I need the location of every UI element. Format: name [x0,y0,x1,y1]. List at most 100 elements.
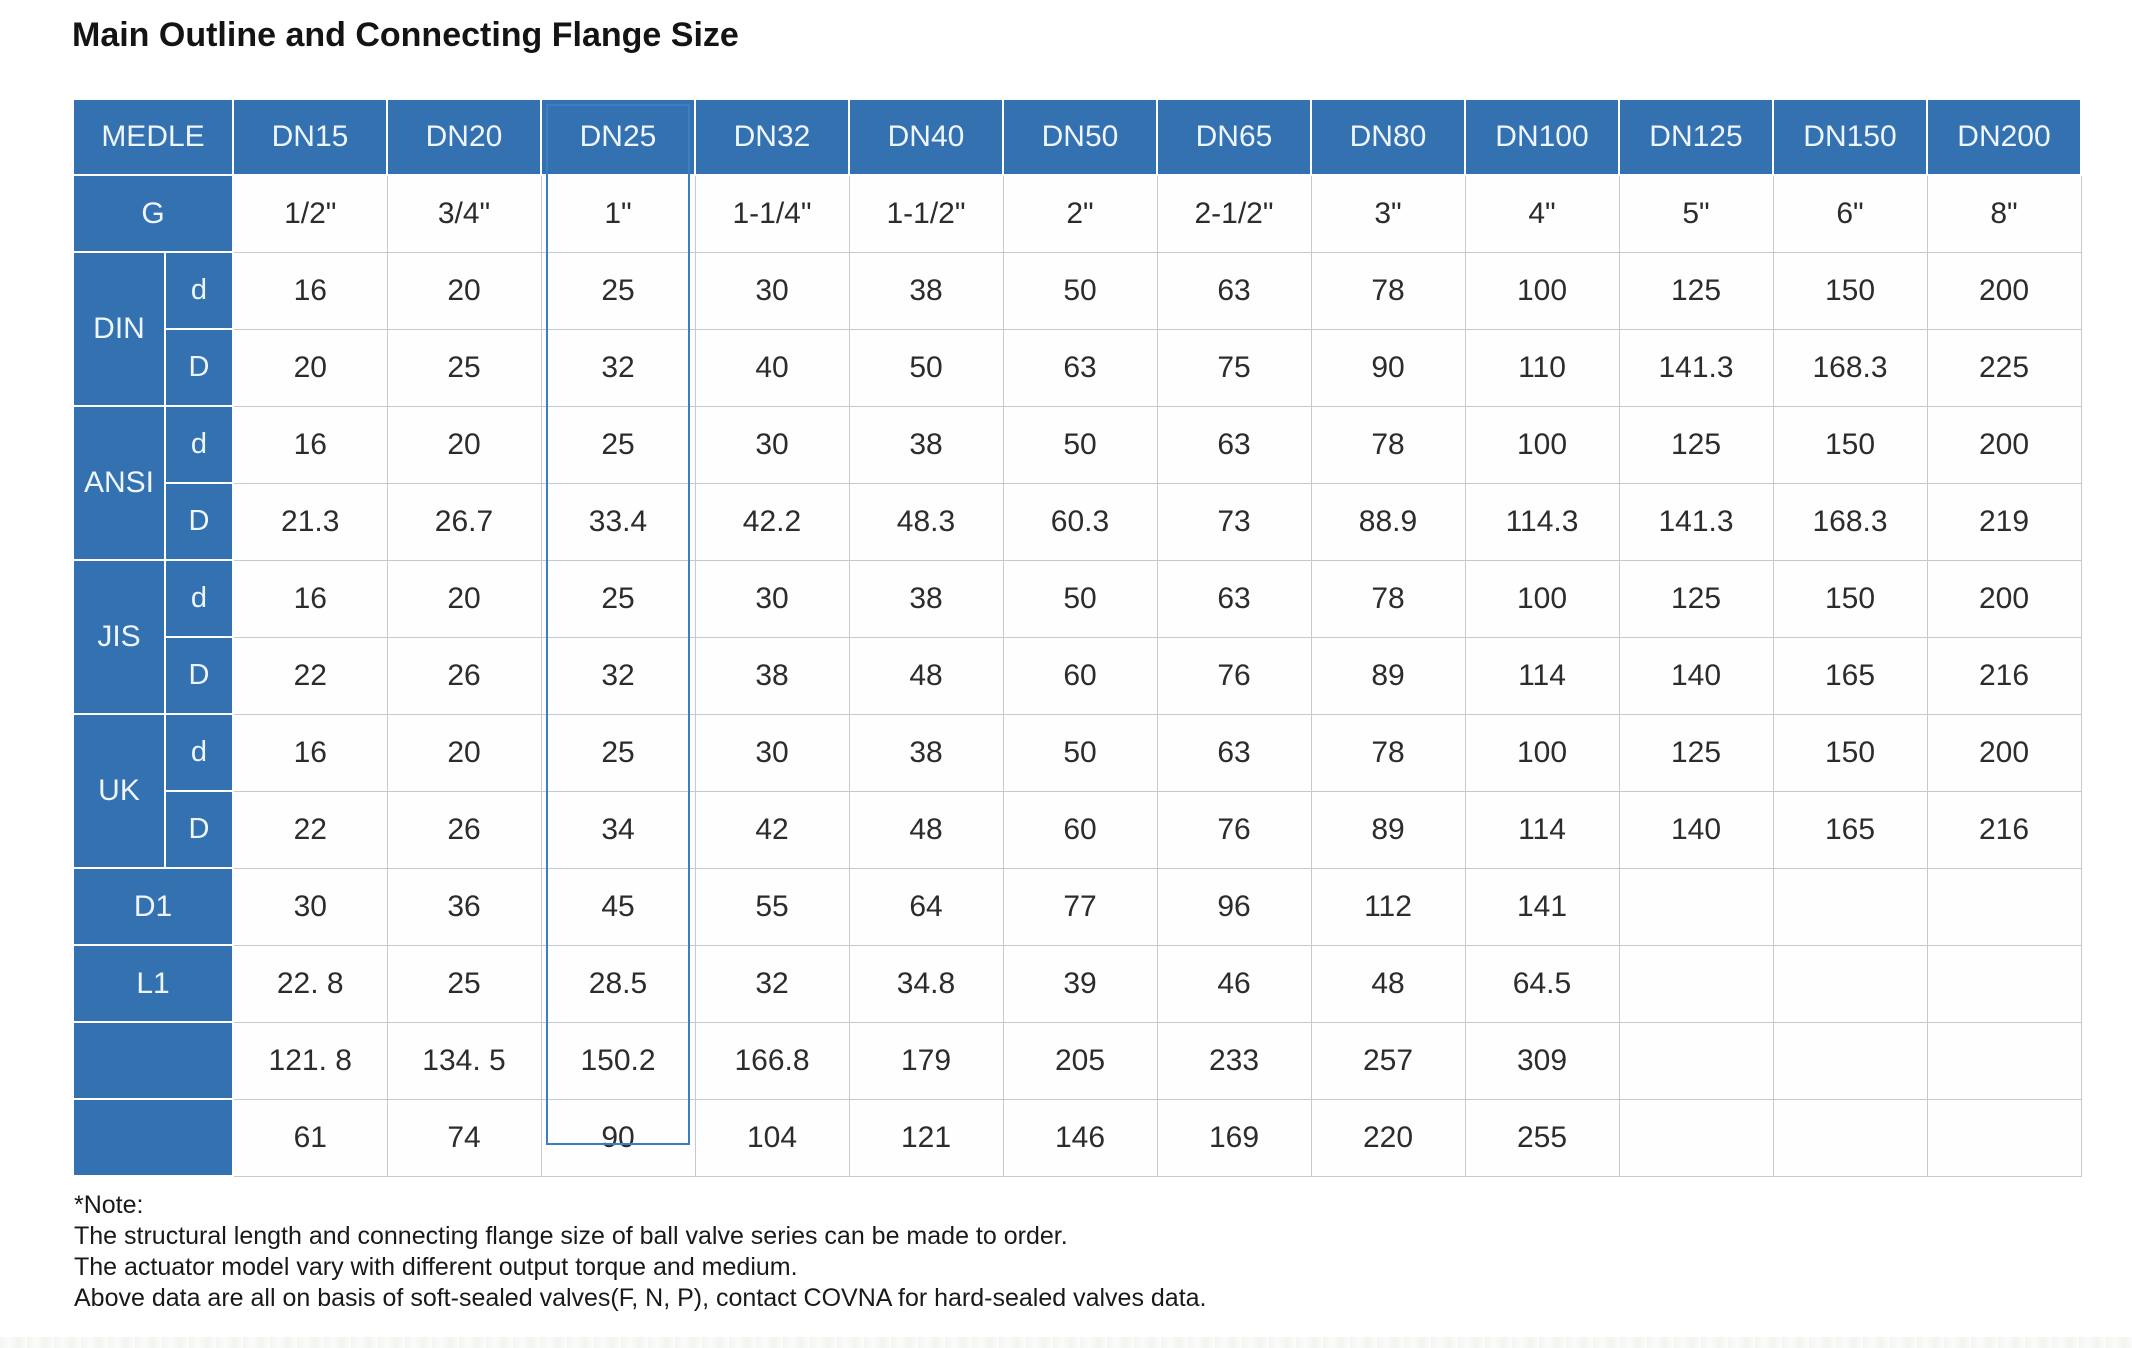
cell[interactable]: 63 [1156,405,1312,484]
cell[interactable]: 26 [386,636,542,715]
col-header-dn15[interactable]: DN15 [232,98,388,176]
cell[interactable]: 28.5 [540,944,696,1023]
cell[interactable]: 48 [1310,944,1466,1023]
cell[interactable]: 150 [1772,713,1928,792]
cell[interactable]: 30 [694,559,850,638]
cell[interactable]: 36 [386,867,542,946]
cell[interactable]: 150.2 [540,1021,696,1100]
col-header-dn100[interactable]: DN100 [1464,98,1620,176]
col-header-dn25[interactable]: DN25 [540,98,696,176]
cell[interactable] [1772,867,1928,946]
cell[interactable]: 22 [232,790,388,869]
cell[interactable]: 255 [1464,1098,1620,1177]
cell[interactable]: 30 [694,251,850,330]
cell[interactable]: 48 [848,790,1004,869]
col-header-dn50[interactable]: DN50 [1002,98,1158,176]
cell[interactable]: 90 [540,1098,696,1177]
cell[interactable]: 200 [1926,559,2082,638]
cell[interactable]: 16 [232,251,388,330]
cell[interactable]: 100 [1464,251,1620,330]
row-sub-D[interactable]: D [164,636,234,715]
cell[interactable]: 233 [1156,1021,1312,1100]
cell[interactable]: 48.3 [848,482,1004,561]
cell[interactable]: 40 [694,328,850,407]
cell[interactable]: 140 [1618,636,1774,715]
cell[interactable]: 20 [386,713,542,792]
row-sub-d[interactable]: d [164,559,234,638]
cell[interactable]: 150 [1772,405,1928,484]
row-sub-D[interactable]: D [164,790,234,869]
cell[interactable]: 2" [1002,174,1158,253]
cell[interactable]: 20 [386,251,542,330]
cell[interactable]: 25 [540,405,696,484]
cell[interactable]: 25 [540,713,696,792]
cell[interactable]: 25 [540,559,696,638]
cell[interactable]: 121. 8 [232,1021,388,1100]
cell[interactable]: 48 [848,636,1004,715]
cell[interactable]: 32 [540,636,696,715]
cell[interactable]: 21.3 [232,482,388,561]
col-header-dn20[interactable]: DN20 [386,98,542,176]
cell[interactable]: 150 [1772,559,1928,638]
cell[interactable]: 8" [1926,174,2082,253]
cell[interactable]: 77 [1002,867,1158,946]
cell[interactable]: 60 [1002,790,1158,869]
cell[interactable]: 6" [1772,174,1928,253]
cell[interactable]: 114.3 [1464,482,1620,561]
cell[interactable]: 225 [1926,328,2082,407]
cell[interactable]: 141 [1464,867,1620,946]
cell[interactable]: 5" [1618,174,1774,253]
cell[interactable] [1926,1098,2082,1177]
cell[interactable]: 3/4" [386,174,542,253]
cell[interactable]: 50 [1002,559,1158,638]
row-group-uk[interactable]: UK [72,713,166,869]
cell[interactable]: 25 [386,328,542,407]
cell[interactable]: 3" [1310,174,1466,253]
cell[interactable]: 16 [232,559,388,638]
cell[interactable]: 60 [1002,636,1158,715]
row-group-jis[interactable]: JIS [72,559,166,715]
cell[interactable]: 26.7 [386,482,542,561]
cell[interactable]: 50 [1002,713,1158,792]
cell[interactable]: 125 [1618,405,1774,484]
cell[interactable]: 50 [1002,405,1158,484]
cell[interactable]: 166.8 [694,1021,850,1100]
col-header-dn150[interactable]: DN150 [1772,98,1928,176]
cell[interactable]: 219 [1926,482,2082,561]
cell[interactable]: 64.5 [1464,944,1620,1023]
cell[interactable] [1618,1021,1774,1100]
cell[interactable] [1618,1098,1774,1177]
cell[interactable]: 168.3 [1772,482,1928,561]
cell[interactable]: 63 [1156,713,1312,792]
cell[interactable]: 110 [1464,328,1620,407]
row-label-d1[interactable]: D1 [72,867,234,946]
cell[interactable]: 125 [1618,559,1774,638]
cell[interactable]: 46 [1156,944,1312,1023]
cell[interactable]: 42 [694,790,850,869]
col-header-dn32[interactable]: DN32 [694,98,850,176]
cell[interactable]: 96 [1156,867,1312,946]
cell[interactable]: 30 [232,867,388,946]
row-group-ansi[interactable]: ANSI [72,405,166,561]
cell[interactable]: 38 [848,405,1004,484]
cell[interactable]: 33.4 [540,482,696,561]
row-sub-d[interactable]: d [164,713,234,792]
cell[interactable]: 38 [848,713,1004,792]
col-header-dn80[interactable]: DN80 [1310,98,1466,176]
cell[interactable]: 146 [1002,1098,1158,1177]
cell[interactable]: 38 [848,251,1004,330]
cell[interactable]: 2-1/2" [1156,174,1312,253]
cell[interactable]: 63 [1156,251,1312,330]
cell[interactable] [1772,1021,1928,1100]
cell[interactable]: 38 [848,559,1004,638]
cell[interactable]: 55 [694,867,850,946]
cell[interactable]: 88.9 [1310,482,1466,561]
cell[interactable]: 32 [694,944,850,1023]
corner-header-medle[interactable]: MEDLE [72,98,234,176]
cell[interactable]: 100 [1464,713,1620,792]
cell[interactable]: 1" [540,174,696,253]
cell[interactable]: 78 [1310,713,1466,792]
cell[interactable]: 100 [1464,559,1620,638]
cell[interactable]: 89 [1310,790,1466,869]
cell[interactable]: 165 [1772,636,1928,715]
